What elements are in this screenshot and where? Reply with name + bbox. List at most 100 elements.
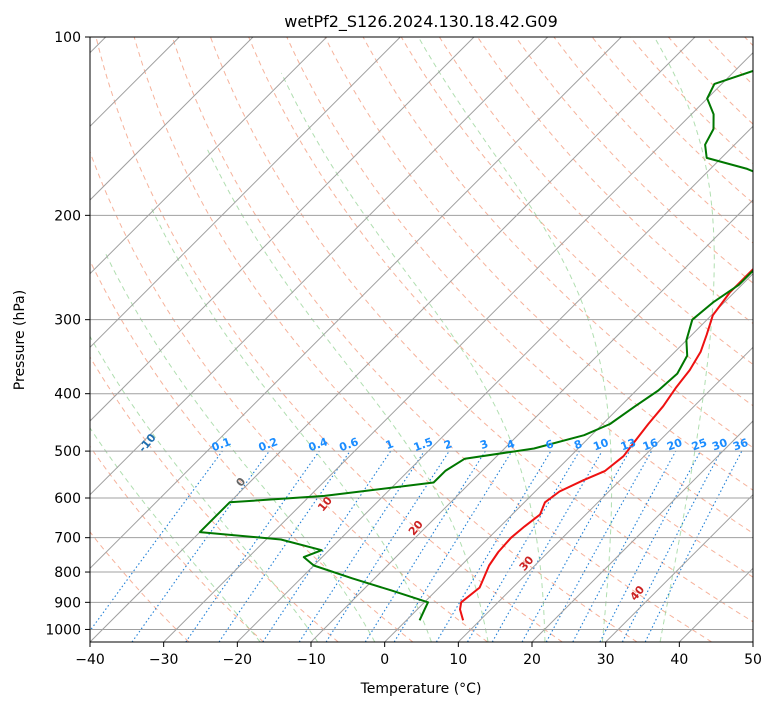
mixing-ratio-line [364,450,486,642]
moist-adiabat-line [104,251,376,642]
mixing-ratio-label: 3 [478,437,490,452]
moist-adiabat-line [417,37,613,642]
dry-adiabat-line [95,37,563,642]
mixing-ratio-label: 0.1 [210,435,233,454]
mixing-ratio-label: 1.5 [412,435,435,454]
mixing-ratio-label: 1 [384,437,396,452]
y-tick-label: 300 [54,313,81,329]
dry-adiabat-line [248,37,753,578]
x-tick-label: 10 [449,652,467,668]
moist-adiabat-line [151,208,432,642]
y-tick-label: 800 [54,565,81,581]
x-tick-label: 30 [597,652,615,668]
mixing-ratio-label: 2 [442,437,454,452]
mixing-ratio-line [467,450,580,642]
mixing-ratio-label: 13 [619,436,638,453]
mixing-ratio-line [131,450,270,642]
dry-adiabat-line [438,37,753,365]
mixing-ratio-line [572,450,677,642]
mixing-ratio-label: 25 [690,436,709,453]
dry-adiabat-line [668,37,753,125]
dry-adiabat-line [515,37,753,284]
dry-adiabat-line [90,259,414,642]
isotherm-line [90,37,254,201]
dry-adiabat-line [477,37,753,325]
x-tick-label: 50 [744,652,762,668]
mixing-ratio-line [435,450,552,642]
mixing-ratio-label: 6 [544,437,556,452]
y-tick-label: 600 [54,491,81,507]
mixing-ratio-label: 20 [665,436,684,454]
y-tick-label: 500 [54,444,81,460]
isotherm-line [752,641,753,642]
dry-adiabat-label: 20 [406,518,426,538]
mixing-ratio-line [521,450,630,642]
mixing-ratio-line [491,450,603,642]
mixing-ratio-line [393,450,513,642]
x-axis-label: Temperature (°C) [360,681,482,697]
dry-adiabat-line [90,531,190,642]
moist-adiabat-line [207,149,489,642]
mixing-ratio-line [262,450,392,642]
x-tick-label: 40 [670,652,688,668]
mixing-ratio-label: 8 [572,437,584,452]
mixing-ratio-line [90,450,223,632]
isotherm-line [90,37,696,642]
isotherm-line [90,37,549,496]
isotherm-line [90,37,401,349]
mixing-ratio-label: 10 [591,436,610,454]
x-tick-label: −20 [223,652,253,668]
dry-adiabat-line [286,37,753,534]
mixing-ratio-label: 0.4 [307,435,330,454]
mixing-ratio-line [298,450,425,642]
y-tick-label: 200 [54,208,81,224]
mixing-ratio-line [325,450,450,642]
isotherm-line [236,125,753,642]
x-tick-label: 20 [523,652,541,668]
mixing-ratio-label: 4 [505,437,517,452]
mixing-ratio-label: 0.2 [257,435,280,454]
dry-adiabat-line [324,37,753,491]
mixing-ratio-line [185,450,320,642]
isotherm-line [678,567,753,642]
dry-adiabat-line [210,37,753,623]
isotherm-line [90,37,622,570]
isotherm-line [163,51,753,642]
isotherm-line [384,272,753,642]
mixing-ratio-label: 30 [710,436,729,454]
dry-adiabat-label: 30 [517,553,537,573]
chart-title: wetPf2_S126.2024.130.18.42.G09 [284,12,558,32]
y-tick-label: 700 [54,531,81,547]
isotherm-line [457,346,753,642]
dry-adiabat-label: 0 [233,475,248,489]
temperature-profile-line [459,267,753,621]
y-tick-label: 400 [54,387,81,403]
plot-frame [89,36,754,643]
moist-adiabat-line [653,37,715,642]
isotherm-line [90,37,475,422]
dry-adiabat-line [591,37,753,204]
dry-adiabat-label: 40 [627,583,647,603]
y-tick-label: 1000 [45,622,81,638]
isotherm-line [605,493,753,642]
plot-area [90,37,753,642]
mixing-ratio-line [218,450,351,642]
mixing-ratio-label: 0.6 [338,435,361,454]
isotherm-line [531,420,753,642]
moist-adiabat-line [280,72,546,642]
mixing-ratio-line [545,450,653,642]
dry-adiabat-line [90,356,339,642]
isotherm-line [90,37,328,275]
mixing-ratio-label: 16 [641,436,660,454]
moist-adiabat-line [90,427,261,642]
mixing-ratio-label: 36 [731,436,750,454]
mixing-ratio-line [599,450,701,642]
y-tick-label: 900 [54,595,81,611]
x-tick-label: 0 [380,652,389,668]
dry-adiabat-line [133,37,638,642]
dry-adiabat-line [553,37,753,244]
dry-adiabat-line [400,37,753,407]
